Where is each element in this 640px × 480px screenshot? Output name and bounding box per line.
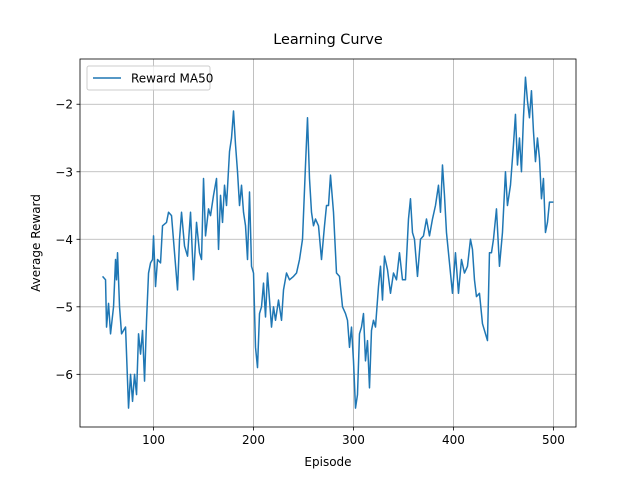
legend-box [86, 65, 211, 91]
line-series [101, 76, 554, 409]
y-tick-label: −2 [55, 98, 73, 112]
y-tick-label: −4 [55, 233, 73, 247]
y-tick-label: −3 [55, 165, 73, 179]
x-tick-label: 400 [442, 433, 465, 447]
y-tick-label: −6 [55, 368, 73, 382]
x-axis-label: Episode [304, 455, 351, 469]
y-tick-label: −5 [55, 300, 73, 314]
chart-title: Learning Curve [273, 32, 383, 48]
y-axis-label: Average Reward [29, 194, 43, 292]
plot-frame [79, 58, 577, 428]
x-tick-label: 500 [542, 433, 565, 447]
x-tick-label: 300 [342, 433, 365, 447]
x-tick-label: 200 [242, 433, 265, 447]
x-tick-label: 100 [142, 433, 165, 447]
legend-label: Reward MA50 [131, 72, 213, 86]
